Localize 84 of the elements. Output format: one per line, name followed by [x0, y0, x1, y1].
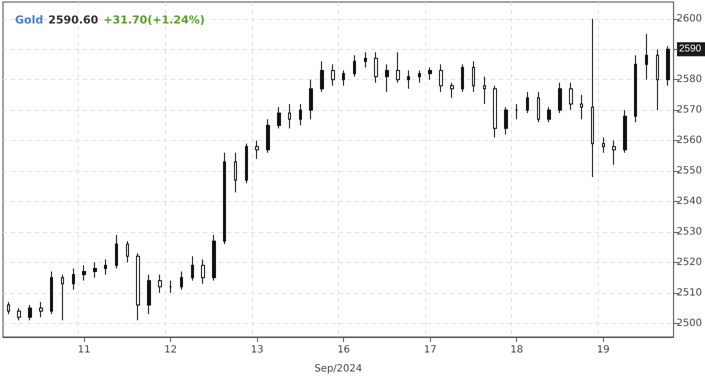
candlestick — [537, 91, 540, 123]
candlestick — [245, 143, 248, 184]
candlestick — [353, 54, 356, 78]
candlestick — [515, 104, 518, 120]
candlestick — [17, 308, 21, 321]
text: 2590 — [679, 44, 702, 55]
x-axis-title: Sep/2024 — [314, 364, 362, 374]
candlestick — [342, 70, 345, 86]
candlestick — [483, 76, 486, 105]
candlestick — [39, 301, 43, 318]
candlestick — [266, 118, 270, 154]
candlestick — [158, 274, 162, 294]
candlestick — [472, 60, 475, 92]
y-tick-label: 2520 — [676, 256, 702, 268]
candlestick — [418, 70, 421, 84]
y-tick-label: 2510 — [676, 287, 702, 298]
x-tick-label: 13 — [250, 344, 264, 356]
candlestick — [61, 274, 64, 321]
candlestick — [169, 280, 172, 294]
annotation: 2590.60 — [48, 14, 99, 26]
candlestick — [309, 79, 313, 120]
y-tick-label: 2570 — [676, 104, 702, 116]
candlestick — [461, 64, 464, 92]
candlestick — [7, 301, 10, 315]
candlestick — [115, 234, 118, 269]
candlestick — [180, 271, 183, 290]
candlestick — [201, 258, 205, 284]
candlestick — [526, 91, 529, 114]
candlestick — [331, 64, 335, 86]
candlestick — [504, 106, 508, 135]
x-tick-label: 18 — [510, 344, 524, 356]
candlestick — [428, 66, 432, 80]
candlestick — [136, 252, 140, 321]
candlestick — [223, 152, 226, 245]
candlestick — [28, 304, 32, 321]
candlestick — [320, 60, 324, 92]
candlestick — [93, 262, 97, 278]
candlestick — [656, 48, 659, 111]
candlestick — [288, 104, 291, 129]
candlestick — [645, 33, 648, 80]
y-tick-label: 2530 — [676, 226, 702, 238]
candlestick — [374, 52, 378, 84]
candlestick — [191, 256, 194, 282]
candlestick — [364, 52, 367, 68]
y-tick-label: 2540 — [676, 196, 702, 207]
candlestick — [666, 46, 670, 86]
candlestick — [634, 54, 637, 123]
candlestick — [591, 18, 594, 178]
candlestick — [72, 268, 75, 290]
candlestick — [493, 85, 497, 138]
candlestick — [385, 64, 389, 92]
annotation: +31.70(+1.24%) — [103, 14, 205, 26]
text: Gold — [15, 14, 44, 26]
candlestick — [612, 140, 616, 166]
y-tick-label: 2550 — [676, 166, 702, 177]
x-tick-label: 19 — [596, 344, 610, 356]
candlestick — [547, 106, 551, 123]
candlestick — [602, 137, 605, 154]
candlestick — [126, 240, 129, 263]
candlestick — [50, 271, 53, 315]
candlestick — [255, 140, 259, 160]
y-tick-label: 2560 — [676, 135, 702, 146]
candlestick — [299, 104, 302, 126]
y-tick-label: 2600 — [676, 13, 702, 24]
candlestick — [277, 106, 281, 129]
candlestick — [450, 82, 454, 98]
candlestick — [439, 64, 443, 92]
x-tick-label: 16 — [337, 344, 350, 356]
candlestick — [396, 52, 400, 84]
y-tick-label: 2500 — [676, 318, 702, 329]
candlestick — [147, 274, 151, 315]
candlestick — [569, 82, 573, 111]
candlestick — [558, 82, 562, 114]
x-tick-label: 12 — [164, 344, 178, 356]
candlestick — [82, 264, 86, 282]
y-tick-label: 2580 — [676, 74, 702, 86]
candlestick — [407, 70, 410, 90]
candlestick — [580, 94, 583, 120]
candlestick — [212, 234, 216, 282]
candlestick — [234, 152, 237, 193]
candlestick — [623, 110, 627, 154]
x-tick-label: 17 — [424, 344, 437, 356]
candlestick — [104, 258, 107, 276]
x-tick-label: 11 — [78, 344, 90, 356]
